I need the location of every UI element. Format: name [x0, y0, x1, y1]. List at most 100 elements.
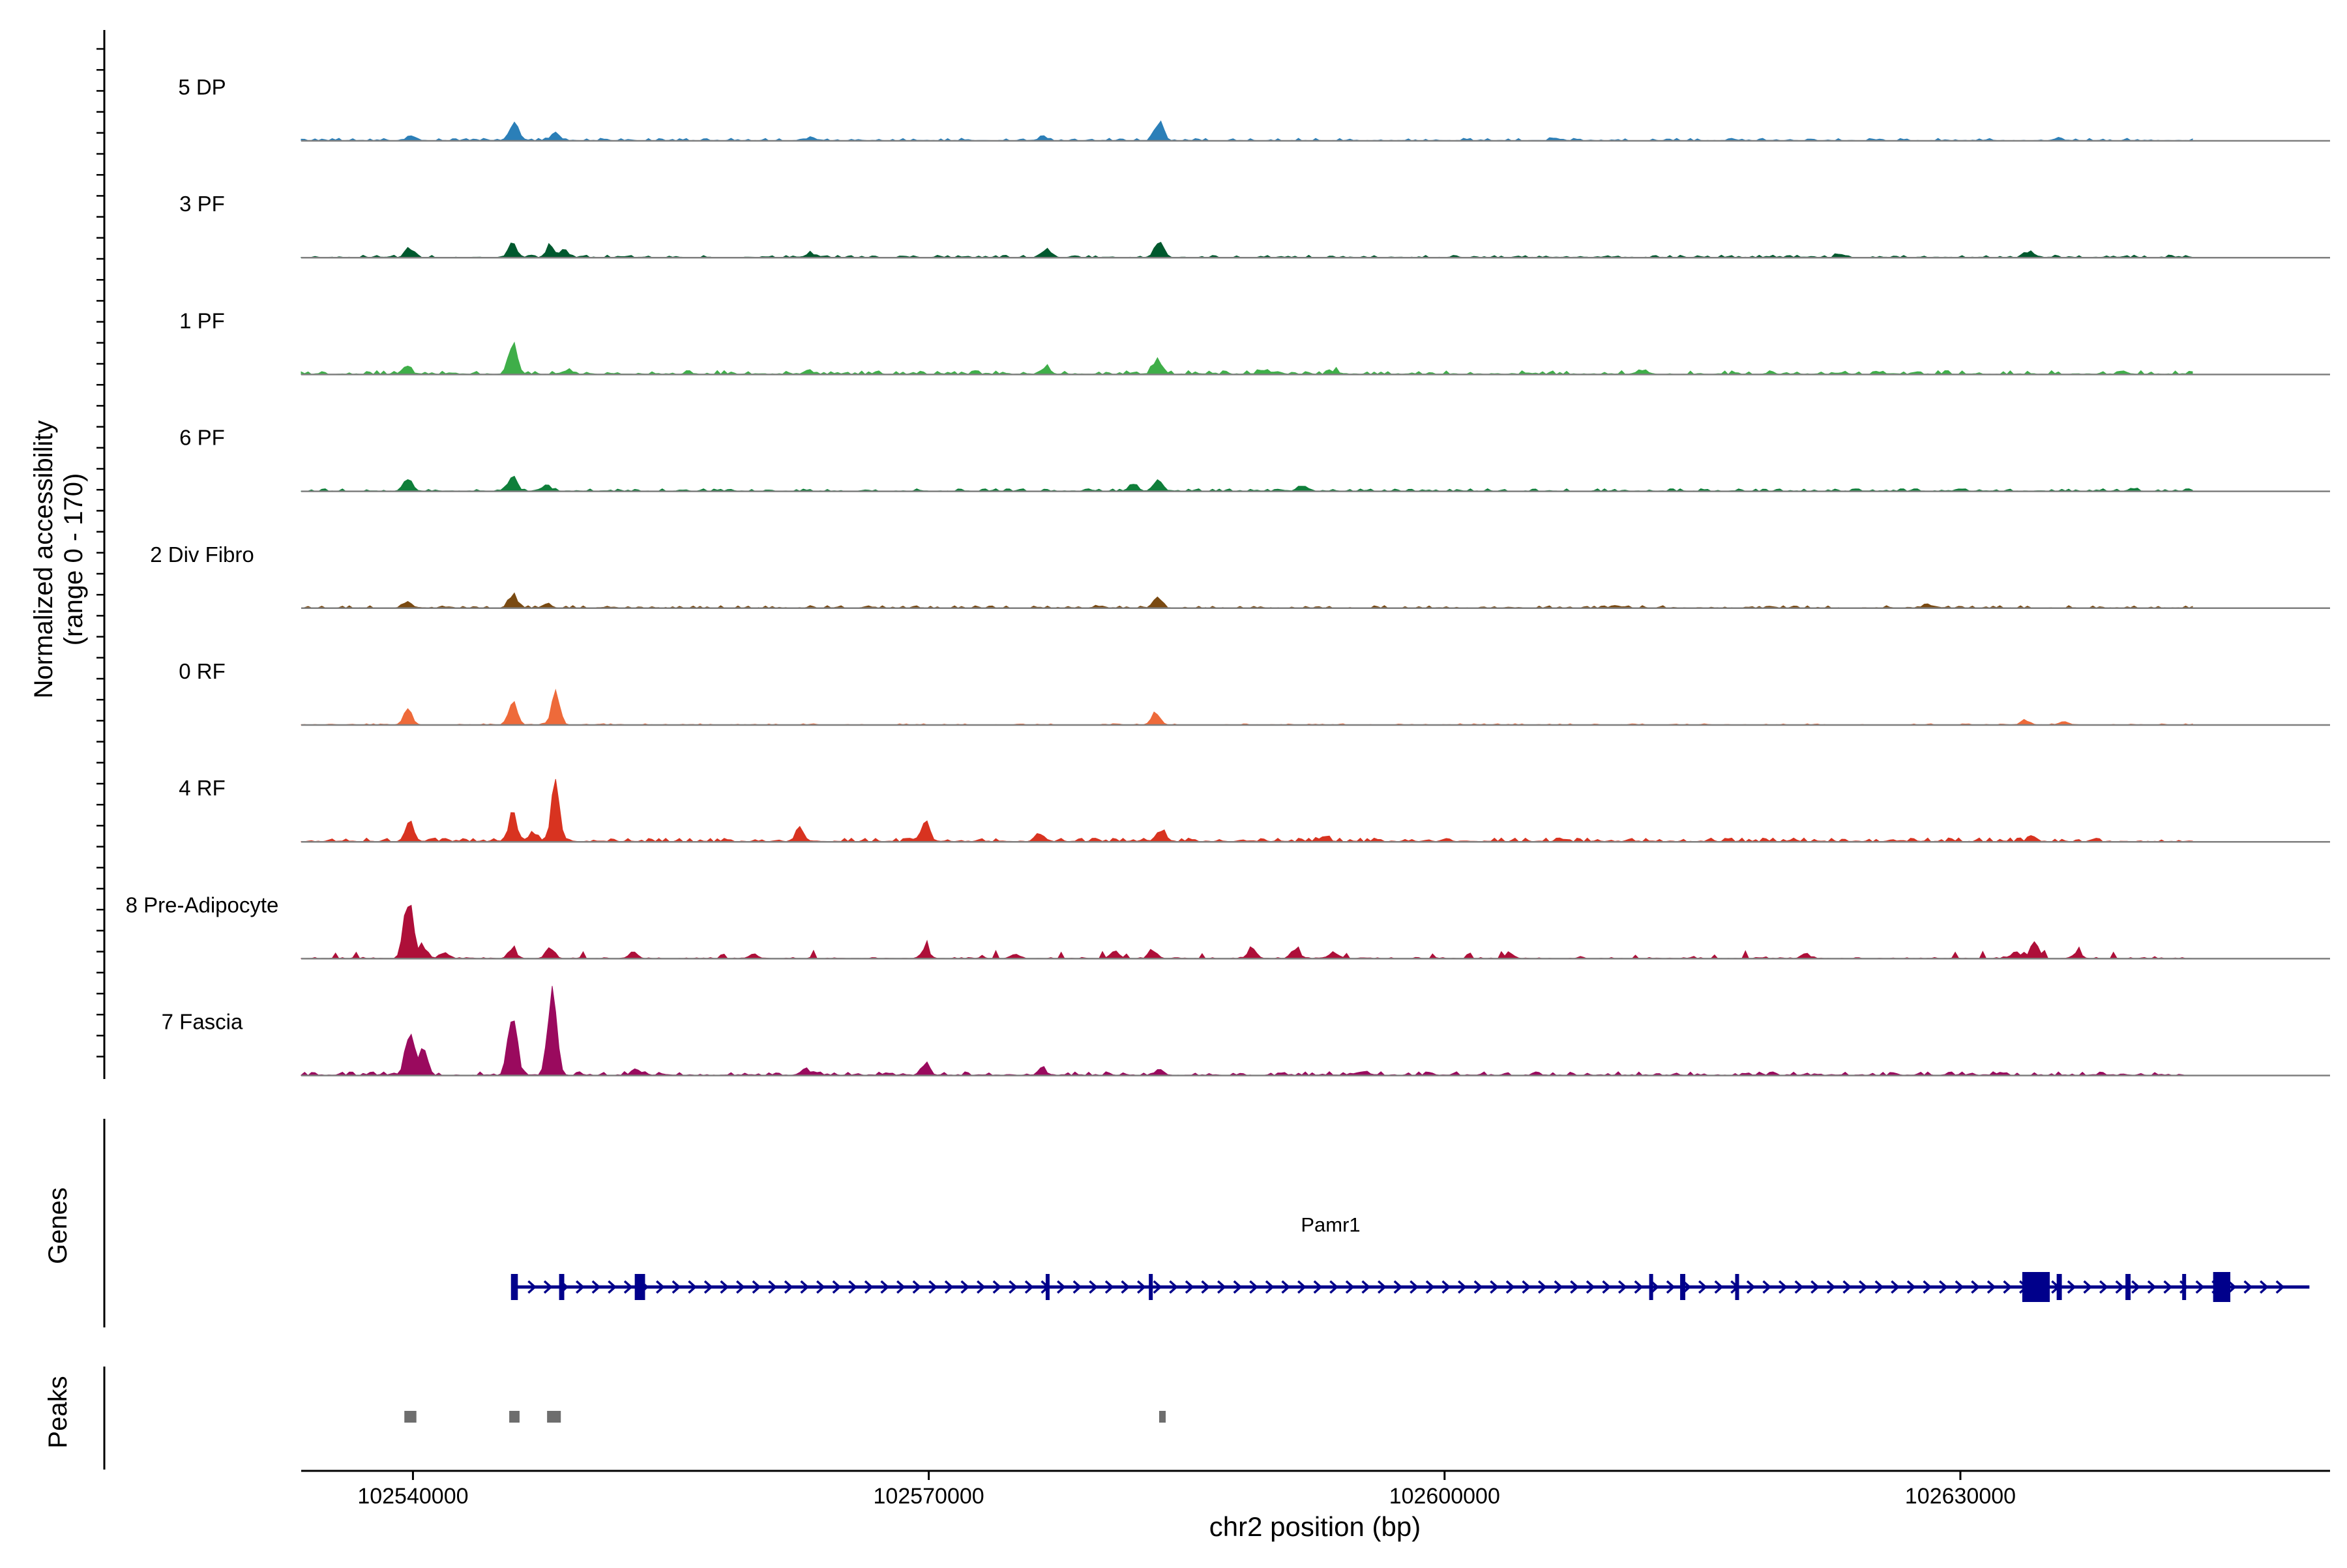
- peak-region: [1159, 1411, 1166, 1423]
- strand-arrow: [1281, 1280, 1291, 1294]
- x-tick-label: 102540000: [357, 1484, 468, 1509]
- strand-arrow: [1313, 1280, 1323, 1294]
- strand-arrow: [1538, 1280, 1547, 1294]
- peaks-track: [103, 1367, 1166, 1470]
- strand-arrow: [1345, 1280, 1355, 1294]
- genes-track-label: Genes: [44, 1187, 72, 1264]
- strand-arrow: [1939, 1280, 1948, 1294]
- strand-arrow: [2083, 1280, 2093, 1294]
- strand-arrow: [832, 1280, 842, 1294]
- strand-arrow: [2147, 1280, 2157, 1294]
- strand-arrow: [1089, 1280, 1099, 1294]
- strand-arrow: [1810, 1280, 1820, 1294]
- track-label: 3 PF: [179, 192, 225, 216]
- strand-arrow: [720, 1280, 730, 1294]
- strand-arrow: [1971, 1280, 1981, 1294]
- strand-arrow: [1955, 1280, 1964, 1294]
- strand-arrow: [1923, 1280, 1932, 1294]
- track-label: 7 Fascia: [162, 1010, 243, 1034]
- strand-arrow: [1762, 1280, 1772, 1294]
- strand-arrow: [1249, 1280, 1259, 1294]
- peak-region: [547, 1411, 561, 1423]
- strand-arrow: [1505, 1280, 1515, 1294]
- coverage-area: [301, 120, 2193, 141]
- strand-arrow: [1185, 1280, 1194, 1294]
- gene-name-label: Pamr1: [1301, 1213, 1360, 1236]
- strand-arrow: [896, 1280, 906, 1294]
- strand-arrow: [928, 1280, 938, 1294]
- strand-arrow: [1169, 1280, 1179, 1294]
- strand-arrow: [1891, 1280, 1900, 1294]
- x-tick-label: 102600000: [1389, 1484, 1500, 1509]
- gene-exon: [634, 1274, 645, 1300]
- strand-arrow: [703, 1280, 713, 1294]
- strand-arrow: [1794, 1280, 1804, 1294]
- y-axis-title-line2: (range 0 - 170): [59, 473, 88, 646]
- strand-arrow: [1826, 1280, 1836, 1294]
- strand-arrow: [1153, 1280, 1162, 1294]
- strand-arrow: [1009, 1280, 1018, 1294]
- strand-arrow: [1746, 1280, 1756, 1294]
- strand-arrow: [1378, 1280, 1387, 1294]
- strand-arrow: [1842, 1280, 1852, 1294]
- strand-arrow: [1217, 1280, 1226, 1294]
- strand-arrow: [1906, 1280, 1916, 1294]
- strand-arrow: [2275, 1280, 2285, 1294]
- strand-arrow: [2227, 1280, 2237, 1294]
- strand-arrow: [768, 1280, 778, 1294]
- x-tick-label: 102630000: [1905, 1484, 2016, 1509]
- gene-exon: [559, 1274, 565, 1300]
- gene-annotation-track: [103, 1119, 2310, 1327]
- strand-arrow: [1425, 1280, 1435, 1294]
- x-tick-label: 102570000: [874, 1484, 984, 1509]
- gene-exon: [1149, 1274, 1153, 1300]
- strand-arrow: [960, 1280, 970, 1294]
- y-axis: [96, 30, 106, 1079]
- strand-arrow: [543, 1280, 553, 1294]
- strand-arrow: [591, 1280, 601, 1294]
- strand-arrow: [1586, 1280, 1595, 1294]
- coverage-area: [301, 592, 2193, 609]
- strand-arrow: [880, 1280, 890, 1294]
- coverage-area: [301, 341, 2193, 376]
- coverage-area: [301, 475, 2193, 492]
- strand-arrow: [2067, 1280, 2076, 1294]
- strand-arrow: [1072, 1280, 1082, 1294]
- strand-arrow: [1410, 1280, 1419, 1294]
- strand-arrow: [1473, 1280, 1483, 1294]
- gene-exon: [1680, 1274, 1686, 1300]
- strand-arrow: [1361, 1280, 1371, 1294]
- strand-arrow: [672, 1280, 681, 1294]
- strand-arrow: [576, 1280, 585, 1294]
- strand-arrow: [1602, 1280, 1612, 1294]
- strand-arrow: [2163, 1280, 2173, 1294]
- strand-arrow: [2003, 1280, 2013, 1294]
- strand-arrow: [1057, 1280, 1066, 1294]
- strand-arrow: [656, 1280, 665, 1294]
- strand-arrow: [1779, 1280, 1788, 1294]
- strand-arrow: [1024, 1280, 1034, 1294]
- strand-arrow: [848, 1280, 858, 1294]
- strand-arrow: [1634, 1280, 1644, 1294]
- gene-exon: [1735, 1274, 1739, 1300]
- strand-arrow: [2195, 1280, 2205, 1294]
- coverage-area: [301, 904, 2193, 959]
- track-label: 5 DP: [178, 75, 226, 99]
- coverage-area: [301, 986, 2193, 1076]
- gene-exon: [510, 1274, 518, 1300]
- strand-arrow: [1554, 1280, 1563, 1294]
- strand-arrow: [1458, 1280, 1467, 1294]
- strand-arrow: [1329, 1280, 1339, 1294]
- strand-arrow: [816, 1280, 825, 1294]
- peaks-track-label: Peaks: [44, 1376, 72, 1448]
- strand-arrow: [1393, 1280, 1403, 1294]
- strand-arrow: [1104, 1280, 1114, 1294]
- coverage-tracks: 5 DP 3 PF 1 PF 6 PF 2 Div Fibro 0 RF 4 RF 8 Pre…: [126, 75, 2330, 1076]
- strand-arrow: [977, 1280, 986, 1294]
- track-label: 8 Pre-Adipocyte: [126, 893, 279, 917]
- strand-arrow: [752, 1280, 761, 1294]
- gene-exon: [1045, 1274, 1050, 1300]
- strand-arrow: [1986, 1280, 1996, 1294]
